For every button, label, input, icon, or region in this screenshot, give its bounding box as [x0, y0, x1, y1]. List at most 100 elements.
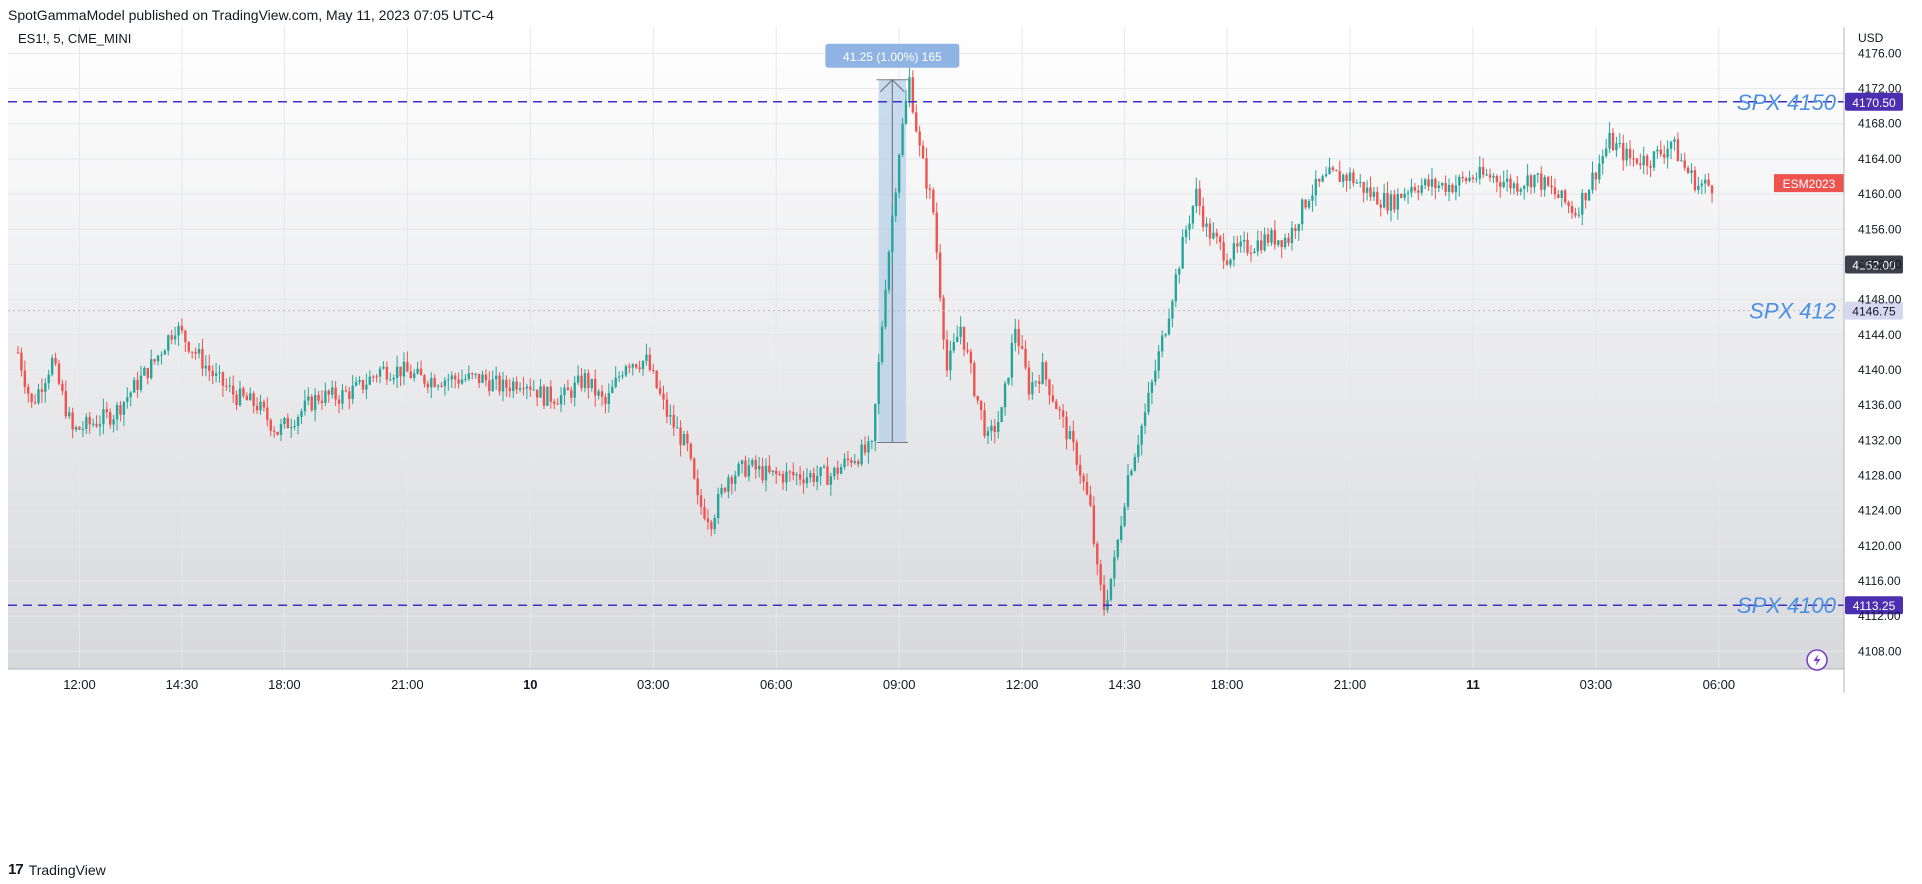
candle[interactable]	[283, 416, 286, 429]
candle[interactable]	[576, 365, 580, 386]
candle[interactable]	[826, 457, 829, 486]
candle[interactable]	[853, 454, 856, 465]
candle[interactable]	[1359, 173, 1362, 188]
candle[interactable]	[553, 398, 556, 410]
candle[interactable]	[1529, 173, 1533, 195]
candle[interactable]	[641, 360, 645, 376]
candle[interactable]	[723, 486, 727, 494]
candle[interactable]	[570, 386, 573, 404]
candle[interactable]	[163, 348, 167, 355]
candle[interactable]	[337, 395, 341, 414]
candle[interactable]	[870, 439, 874, 450]
candle[interactable]	[300, 408, 303, 425]
candle[interactable]	[874, 403, 877, 452]
candle[interactable]	[921, 140, 925, 159]
candle[interactable]	[1205, 217, 1208, 238]
price-chart[interactable]: 41.25 (1.00%) 165 SPX 4150 4170.50 SPX 412…	[8, 27, 1916, 852]
candle[interactable]	[187, 341, 190, 354]
candle[interactable]	[78, 426, 81, 431]
candle[interactable]	[54, 352, 57, 367]
candle[interactable]	[382, 361, 385, 370]
candle[interactable]	[1639, 153, 1642, 170]
candle[interactable]	[1164, 332, 1167, 338]
candle[interactable]	[228, 376, 231, 393]
candle[interactable]	[1680, 153, 1683, 162]
candle[interactable]	[549, 380, 552, 409]
candle[interactable]	[112, 414, 115, 433]
candle[interactable]	[1553, 178, 1557, 200]
candle[interactable]	[194, 347, 197, 360]
candle[interactable]	[655, 370, 658, 390]
candle[interactable]	[597, 388, 600, 400]
candle[interactable]	[1038, 374, 1041, 394]
candle[interactable]	[1078, 454, 1082, 484]
candle[interactable]	[1676, 132, 1680, 162]
candle[interactable]	[501, 371, 505, 402]
candle[interactable]	[245, 392, 249, 401]
candle[interactable]	[1584, 192, 1587, 209]
candle[interactable]	[1126, 463, 1130, 511]
candle[interactable]	[1092, 496, 1096, 547]
candle[interactable]	[399, 366, 402, 387]
candle[interactable]	[1642, 146, 1645, 175]
candle[interactable]	[105, 401, 108, 419]
candle[interactable]	[720, 483, 723, 498]
candle[interactable]	[1516, 176, 1519, 196]
candle[interactable]	[1550, 175, 1553, 195]
candle[interactable]	[693, 457, 696, 480]
candle[interactable]	[1178, 266, 1181, 284]
candle[interactable]	[1557, 189, 1560, 199]
candle[interactable]	[1509, 174, 1512, 195]
candle[interactable]	[812, 467, 815, 487]
candle[interactable]	[1451, 183, 1454, 194]
candle[interactable]	[652, 363, 655, 374]
candle[interactable]	[880, 320, 884, 365]
candle[interactable]	[235, 390, 238, 411]
candle[interactable]	[1195, 177, 1198, 214]
candle[interactable]	[467, 365, 471, 382]
candle[interactable]	[580, 367, 583, 392]
candle[interactable]	[628, 363, 631, 374]
candle[interactable]	[1331, 165, 1335, 172]
candle[interactable]	[966, 342, 969, 354]
candle[interactable]	[573, 375, 576, 407]
candle[interactable]	[785, 462, 788, 491]
candle[interactable]	[1075, 439, 1078, 471]
candle[interactable]	[990, 419, 993, 441]
candle[interactable]	[614, 366, 617, 389]
candle[interactable]	[1304, 199, 1307, 210]
candle[interactable]	[1324, 166, 1328, 178]
candle[interactable]	[1246, 232, 1249, 256]
candle[interactable]	[1068, 425, 1072, 440]
candle[interactable]	[617, 371, 621, 382]
candle[interactable]	[1478, 156, 1481, 185]
candle[interactable]	[477, 373, 481, 389]
candle[interactable]	[600, 384, 604, 407]
candle[interactable]	[604, 393, 607, 414]
candle[interactable]	[1441, 182, 1444, 190]
candle[interactable]	[1519, 187, 1522, 196]
candle[interactable]	[307, 387, 310, 406]
candle[interactable]	[484, 369, 488, 387]
candle[interactable]	[932, 187, 935, 216]
candle[interactable]	[218, 364, 221, 383]
candle[interactable]	[1283, 233, 1287, 250]
candle[interactable]	[204, 355, 208, 377]
candle[interactable]	[686, 430, 689, 452]
candle[interactable]	[1581, 189, 1584, 226]
candle[interactable]	[1652, 150, 1656, 172]
candle[interactable]	[672, 404, 675, 436]
candle[interactable]	[1656, 145, 1659, 159]
candle[interactable]	[1615, 136, 1618, 158]
candle[interactable]	[1669, 140, 1673, 160]
candle[interactable]	[57, 359, 61, 386]
candle[interactable]	[1297, 223, 1300, 241]
candle[interactable]	[696, 469, 699, 505]
candle[interactable]	[1003, 380, 1007, 416]
candle[interactable]	[378, 366, 382, 384]
candle[interactable]	[303, 389, 307, 416]
candle[interactable]	[491, 370, 494, 393]
candle[interactable]	[436, 383, 440, 391]
candle[interactable]	[829, 472, 833, 496]
candle[interactable]	[1000, 406, 1003, 423]
